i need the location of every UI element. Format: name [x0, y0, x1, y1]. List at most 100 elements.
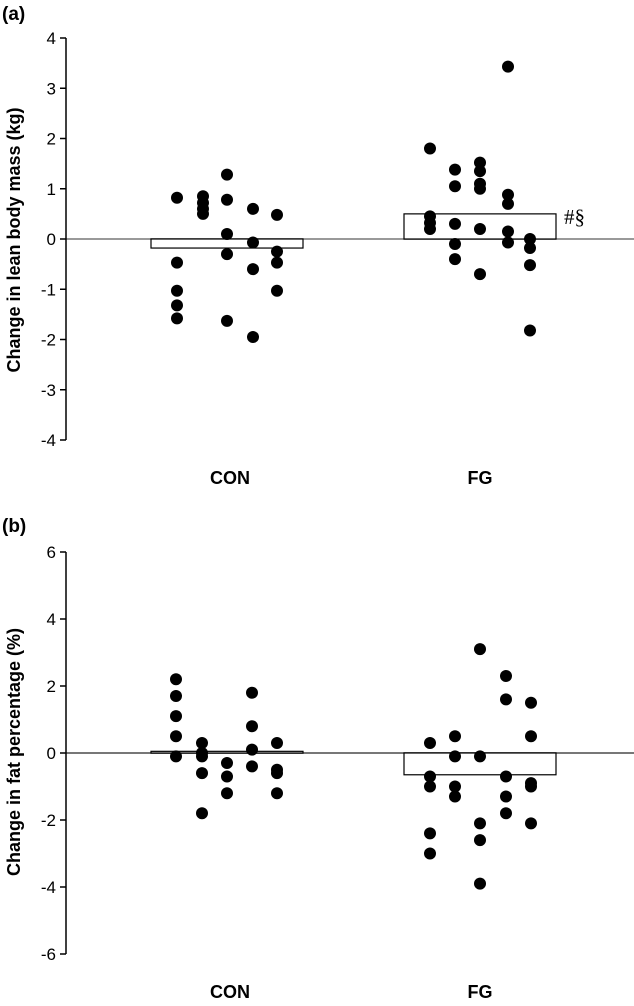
data-point: [474, 817, 486, 830]
y-axis-label: Change in lean body mass (kg): [4, 107, 24, 372]
data-point: [474, 643, 486, 656]
data-point: [474, 156, 486, 169]
data-point: [424, 142, 436, 155]
y-tick-label: -6: [41, 945, 56, 964]
data-point: [171, 256, 183, 269]
data-point: [449, 730, 461, 743]
data-point: [449, 180, 461, 193]
data-point: [474, 877, 486, 890]
y-tick-label: 2: [47, 130, 56, 149]
significance-annotation: #§: [564, 205, 585, 229]
data-point: [271, 736, 283, 749]
panel-a: (a) Change in lean body mass (kg) 4 3 2 1 0 -…: [2, 4, 634, 488]
mean-bars: [150, 213, 557, 249]
y-tick-label: 0: [47, 744, 56, 763]
y-ticks: 6 4 2 0 -2 -4 -6: [41, 543, 66, 964]
panel-b: (b) Change in fat percentage (%) 6 4 2 0 -2 -…: [2, 516, 634, 1002]
data-point: [449, 790, 461, 803]
data-point: [424, 847, 436, 860]
data-point: [171, 299, 183, 312]
y-tick-label: 4: [47, 29, 56, 48]
data-point: [247, 202, 259, 215]
data-point: [271, 767, 283, 780]
mean-bars: [150, 750, 557, 776]
data-point: [170, 750, 182, 763]
data-point: [196, 736, 208, 749]
data-point: [221, 248, 233, 261]
data-point: [271, 208, 283, 221]
y-tick-label: 4: [47, 610, 56, 629]
mean-bar: [150, 750, 304, 754]
data-point: [500, 807, 512, 820]
data-point: [271, 245, 283, 258]
data-point: [221, 757, 233, 770]
y-tick-label: -2: [41, 331, 56, 350]
data-point: [449, 750, 461, 763]
data-point: [170, 673, 182, 686]
data-point: [424, 780, 436, 793]
data-point: [170, 690, 182, 703]
data-point: [171, 191, 183, 204]
data-point: [502, 197, 514, 210]
data-point: [524, 233, 536, 245]
y-tick-label: -3: [41, 381, 56, 400]
data-point: [474, 834, 486, 847]
data-point: [424, 770, 436, 783]
data-point: [196, 767, 208, 780]
data-point: [524, 242, 536, 255]
data-point: [449, 217, 461, 230]
data-point: [170, 730, 182, 743]
data-point: [246, 686, 258, 699]
data-point: [474, 165, 486, 178]
data-point: [246, 743, 258, 756]
data-point: [246, 720, 258, 733]
category-label: FG: [468, 468, 493, 488]
data-point: [525, 696, 537, 709]
data-point: [449, 163, 461, 176]
data-point: [271, 256, 283, 269]
data-point: [524, 324, 536, 337]
data-point: [474, 268, 486, 281]
data-point: [171, 312, 183, 325]
data-point: [474, 182, 486, 195]
data-point: [170, 710, 182, 723]
data-point: [500, 693, 512, 706]
data-point: [524, 259, 536, 272]
data-point: [502, 225, 514, 238]
data-point: [171, 284, 183, 297]
y-axis-label: Change in fat percentage (%): [4, 628, 24, 876]
data-point: [502, 60, 514, 73]
data-point: [221, 168, 233, 181]
y-tick-label: -1: [41, 280, 56, 299]
data-point: [449, 238, 461, 251]
data-point: [449, 253, 461, 266]
data-point: [474, 222, 486, 235]
data-point: [221, 314, 233, 327]
data-point: [502, 236, 514, 249]
data-point: [247, 236, 259, 249]
y-tick-label: 0: [47, 230, 56, 249]
y-tick-label: 1: [47, 180, 56, 199]
data-point: [502, 188, 514, 201]
data-point: [525, 817, 537, 830]
data-point: [449, 780, 461, 793]
y-tick-label: -2: [41, 811, 56, 830]
category-label: CON: [210, 982, 250, 1002]
data-points: [171, 60, 536, 343]
data-point: [221, 193, 233, 206]
category-label: FG: [468, 982, 493, 1002]
data-point: [500, 770, 512, 783]
data-point: [197, 207, 209, 220]
data-point: [271, 787, 283, 800]
data-point: [246, 760, 258, 773]
data-point: [500, 669, 512, 682]
data-point: [221, 227, 233, 240]
data-point: [525, 730, 537, 743]
data-point: [424, 736, 436, 749]
data-point: [424, 222, 436, 235]
panel-label: (a): [2, 4, 25, 25]
data-point: [197, 190, 209, 203]
data-point: [500, 790, 512, 803]
y-tick-label: 2: [47, 677, 56, 696]
